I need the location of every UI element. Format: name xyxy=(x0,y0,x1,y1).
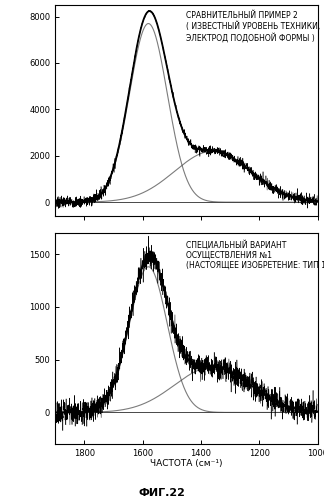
Text: ФИГ.22: ФИГ.22 xyxy=(139,488,185,498)
X-axis label: ЧАСТОТА (см⁻¹): ЧАСТОТА (см⁻¹) xyxy=(150,460,223,469)
Text: СПЕЦИАЛЬНЫЙ ВАРИАНТ
ОСУЩЕСТВЛЕНИЯ №1
(НАСТОЯЩЕЕ ИЗОБРЕТЕНИЕ: ТИП 1): СПЕЦИАЛЬНЫЙ ВАРИАНТ ОСУЩЕСТВЛЕНИЯ №1 (НА… xyxy=(186,240,324,270)
Text: СРАВНИТЕЛЬНЫЙ ПРИМЕР 2
( ИЗВЕСТНЫЙ УРОВЕНЬ ТЕХНИКИ,
ЭЛЕКТРОД ПОДОБНОЙ ФОРМЫ ): СРАВНИТЕЛЬНЫЙ ПРИМЕР 2 ( ИЗВЕСТНЫЙ УРОВЕ… xyxy=(186,11,320,43)
